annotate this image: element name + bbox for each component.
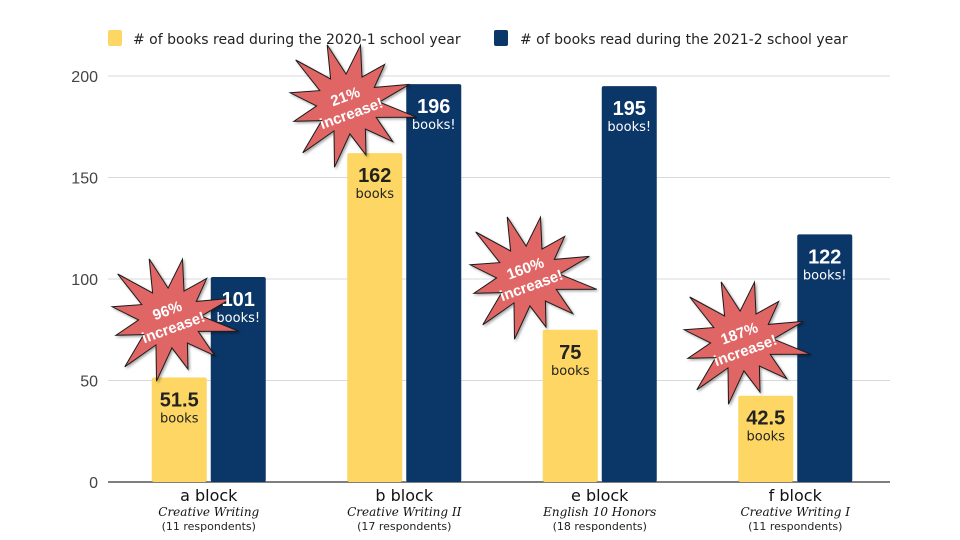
legend-swatch-2021 bbox=[494, 30, 508, 46]
x-category-label: b block bbox=[375, 486, 433, 505]
x-category-subtitle: Creative Writing bbox=[158, 505, 259, 519]
bar-2020-1-b-block bbox=[347, 153, 403, 482]
bar-unit-label: books bbox=[160, 411, 199, 426]
starburst-shape bbox=[682, 280, 811, 405]
increase-starburst: 160%increase! bbox=[468, 215, 597, 340]
bar-value-label: 122 bbox=[808, 246, 841, 268]
legend-label-2021: # of books read during the 2021-2 school… bbox=[520, 32, 848, 48]
y-tick-label: 0 bbox=[89, 475, 98, 492]
value-labels: 51.5books101books!162books196books!75boo… bbox=[160, 96, 847, 445]
bar-value-label: 75 bbox=[559, 342, 581, 364]
bar-unit-label: books! bbox=[607, 120, 651, 135]
x-category-respondents: (18 respondents) bbox=[553, 520, 647, 533]
starburst-shape bbox=[110, 257, 239, 382]
bar-2021-2-f-block bbox=[797, 234, 853, 482]
y-tick-label: 200 bbox=[71, 69, 98, 86]
y-axis: 0 50 100 150 200 bbox=[71, 69, 98, 492]
bar-unit-label: books bbox=[356, 187, 395, 202]
bar-value-label: 195 bbox=[613, 98, 646, 120]
bar-2021-2-b-block bbox=[406, 84, 462, 483]
bar-2020-1-e-block bbox=[542, 329, 598, 482]
legend-swatch-2020 bbox=[108, 30, 122, 46]
bar-2020-1-a-block bbox=[151, 377, 207, 482]
x-category-respondents: (11 respondents) bbox=[162, 520, 256, 533]
x-category-label: f block bbox=[769, 486, 823, 505]
x-category-subtitle: Creative Writing I bbox=[740, 505, 850, 519]
bar-value-label: 196 bbox=[417, 96, 450, 118]
x-category-respondents: (11 respondents) bbox=[748, 520, 842, 533]
increase-starburst: 187%increase! bbox=[682, 280, 811, 405]
bar-value-label: 51.5 bbox=[160, 389, 199, 411]
increase-starburst: 96%increase! bbox=[110, 257, 239, 382]
starburst-shape bbox=[468, 215, 597, 340]
bar-unit-label: books bbox=[747, 430, 786, 445]
bars bbox=[151, 84, 853, 483]
legend: # of books read during the 2020-1 school… bbox=[108, 30, 848, 48]
starburst-shape bbox=[288, 43, 417, 168]
bar-value-label: 101 bbox=[222, 289, 255, 311]
bar-unit-label: books! bbox=[412, 118, 456, 133]
x-category-respondents: (17 respondents) bbox=[357, 520, 451, 533]
y-tick-label: 100 bbox=[71, 272, 98, 289]
x-category-subtitle: English 10 Honors bbox=[542, 505, 656, 519]
y-tick-label: 150 bbox=[71, 171, 98, 188]
bar-value-label: 42.5 bbox=[746, 408, 785, 430]
legend-label-2020: # of books read during the 2020-1 school… bbox=[133, 32, 461, 48]
x-category-subtitle: Creative Writing II bbox=[347, 505, 462, 519]
annotations: 96%increase! 21%increase! 160%increase! 187… bbox=[110, 43, 811, 405]
bar-unit-label: books bbox=[551, 364, 590, 379]
bar-unit-label: books! bbox=[216, 311, 260, 326]
bar-2020-1-f-block bbox=[738, 395, 794, 482]
increase-starburst: 21%increase! bbox=[288, 43, 417, 168]
y-tick-label: 50 bbox=[80, 374, 98, 391]
x-category-label: e block bbox=[571, 486, 629, 505]
bar-unit-label: books! bbox=[803, 268, 847, 283]
bar-2021-2-e-block bbox=[601, 86, 657, 483]
bar-value-label: 162 bbox=[358, 165, 391, 187]
x-category-label: a block bbox=[180, 486, 238, 505]
